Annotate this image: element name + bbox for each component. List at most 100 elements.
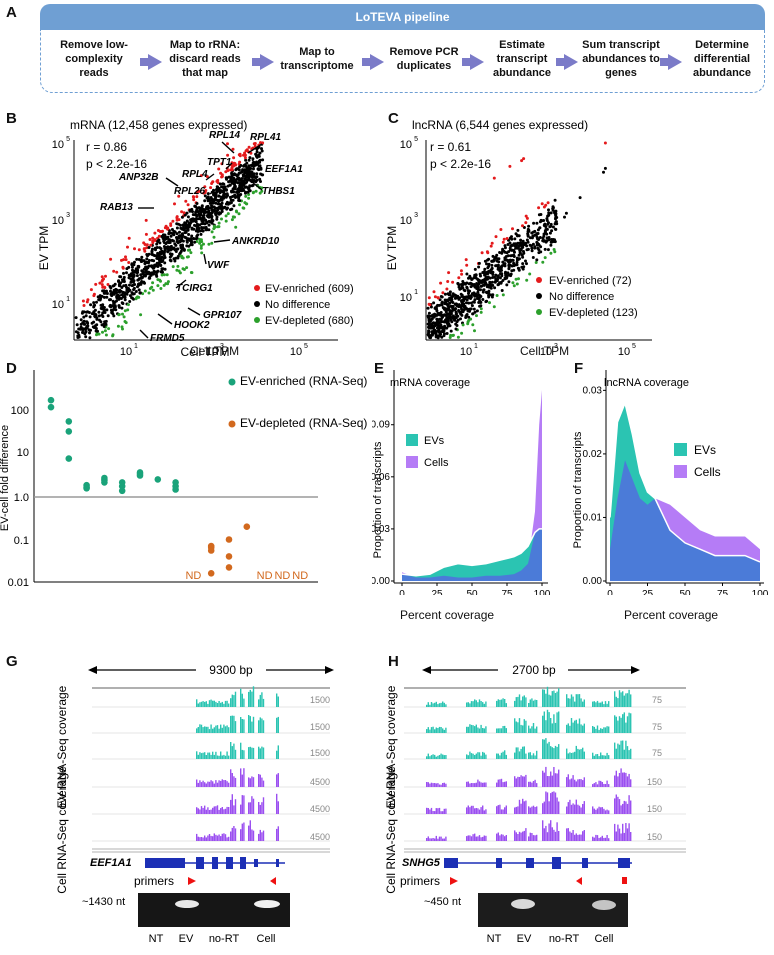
coverage-bar	[220, 702, 222, 707]
data-point	[183, 231, 187, 235]
coverage-bar	[531, 698, 533, 707]
data-point	[179, 226, 183, 230]
data-point	[159, 263, 163, 267]
coverage-bar	[277, 696, 279, 707]
coverage-bar	[558, 688, 560, 707]
data-point	[194, 237, 198, 241]
data-point	[496, 275, 500, 279]
data-point	[533, 233, 537, 237]
coverage-bar	[569, 831, 571, 841]
coverage-bar	[532, 723, 535, 733]
coverage-bar	[556, 822, 558, 841]
mrna-points	[74, 141, 265, 340]
data-point	[460, 272, 464, 276]
data-point	[167, 241, 171, 245]
data-point	[481, 298, 485, 301]
data-point	[499, 272, 502, 276]
coverage-bar	[515, 747, 517, 759]
data-point	[216, 185, 220, 189]
pipeline-step-7: Determine differential abundance	[692, 39, 752, 79]
data-point	[524, 241, 528, 245]
coverage-bar	[546, 792, 549, 814]
data-point	[473, 267, 477, 271]
data-point	[429, 305, 433, 309]
data-point	[89, 303, 93, 307]
coverage-bar	[626, 828, 629, 841]
coverage-bar	[618, 690, 621, 707]
data-point	[178, 230, 181, 234]
data-point	[119, 289, 123, 293]
coverage-bar	[545, 693, 547, 707]
primer-reverse	[270, 877, 276, 885]
mrna-coverage-ylabel: Proportion of transcripts	[372, 441, 384, 558]
data-point	[554, 216, 558, 219]
coverage-bar	[523, 695, 525, 707]
data-point	[243, 151, 247, 155]
data-point	[530, 246, 534, 250]
data-point	[126, 303, 130, 307]
data-point	[252, 190, 255, 194]
data-point	[207, 219, 211, 223]
coverage-bar	[606, 780, 608, 787]
coverage-bar	[262, 797, 265, 814]
data-point	[441, 306, 445, 310]
coverage-bar	[554, 831, 557, 841]
data-point	[169, 254, 173, 258]
coverage-bar	[440, 784, 442, 787]
panel-label-a: A	[6, 4, 17, 21]
data-point	[439, 281, 443, 285]
coverage-bar	[276, 717, 278, 733]
data-point	[212, 209, 216, 213]
coverage-bar	[437, 755, 439, 759]
track-scale: 1500	[310, 722, 330, 732]
coverage-bar	[434, 811, 436, 814]
coverage-bar	[475, 724, 477, 733]
coverage-bar	[628, 712, 630, 733]
coverage-bar	[243, 795, 245, 814]
x-tick: 0	[607, 589, 613, 595]
data-point	[545, 217, 549, 221]
coverage-bar	[583, 751, 585, 759]
coverage-bar	[472, 701, 474, 707]
coverage-bar	[442, 701, 444, 707]
panel-label-d: D	[6, 360, 17, 377]
fold-point-enriched	[172, 486, 179, 493]
y-tick: 100	[11, 405, 29, 417]
coverage-bar	[259, 717, 261, 733]
ev-outline	[609, 400, 761, 563]
coverage-bar	[630, 779, 632, 787]
data-point	[220, 185, 224, 189]
data-point	[97, 332, 101, 336]
coverage-bar	[569, 779, 571, 787]
fold-point-enriched	[47, 396, 55, 404]
data-point	[502, 237, 506, 241]
data-point	[174, 248, 178, 252]
data-point	[453, 318, 457, 322]
lane-label: Cell	[595, 933, 614, 945]
coverage-bar	[445, 836, 447, 841]
coverage-bar	[429, 838, 431, 841]
data-point	[105, 308, 109, 312]
coverage-bar	[478, 809, 481, 814]
coverage-bar	[518, 777, 521, 787]
data-point	[236, 181, 240, 185]
coverage-bar	[259, 829, 261, 841]
coverage-bar	[575, 833, 577, 841]
coverage-bar	[497, 753, 499, 759]
coverage-bar	[427, 782, 429, 787]
data-point	[117, 282, 121, 286]
coverage-bar	[534, 755, 536, 759]
data-point	[136, 282, 140, 286]
data-point	[467, 276, 470, 280]
pipeline-arrow	[556, 54, 578, 70]
data-point	[238, 203, 242, 207]
coverage-bar	[528, 781, 530, 787]
coverage-bar	[575, 719, 577, 733]
data-point	[126, 308, 130, 312]
coverage-bar	[522, 776, 524, 787]
gene-label: ANKRD10	[231, 236, 280, 247]
coverage-bar	[603, 837, 605, 841]
data-point	[526, 227, 530, 231]
coverage-bar	[500, 752, 503, 759]
coverage-bar	[429, 704, 431, 707]
